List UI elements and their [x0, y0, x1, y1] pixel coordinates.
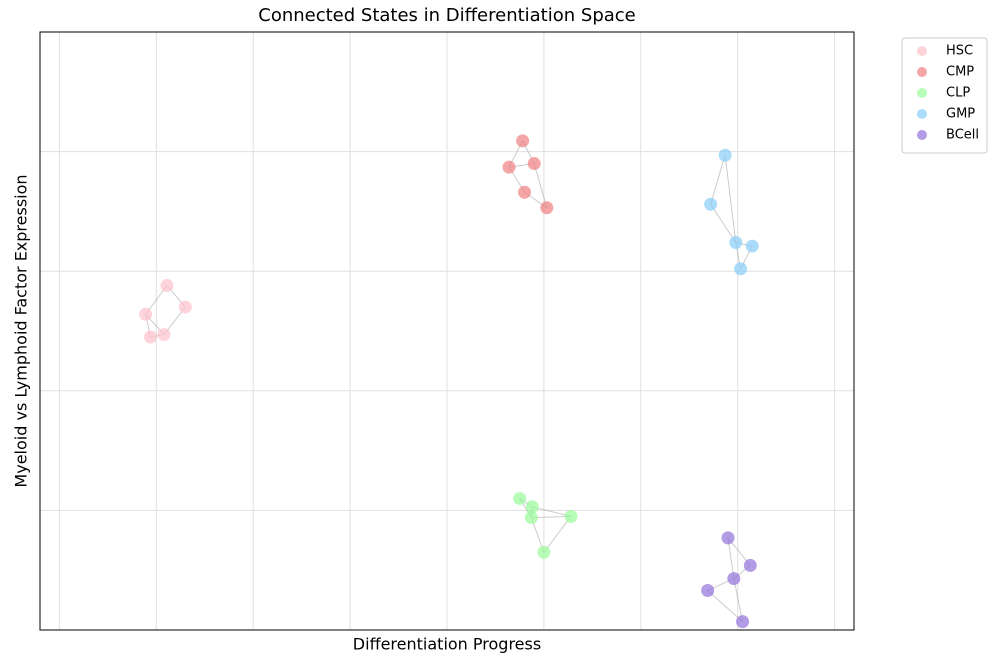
legend-label: BCell: [946, 128, 979, 143]
connection: [532, 506, 572, 517]
point: [729, 235, 743, 249]
point: [721, 531, 735, 545]
legend-label: HSC: [946, 44, 973, 59]
connection: [707, 590, 743, 623]
point: [143, 330, 157, 344]
connection: [727, 537, 735, 579]
point: [701, 584, 715, 598]
point: [743, 558, 757, 572]
point: [734, 262, 748, 276]
chart-title: Connected States in Differentiation Spac…: [258, 5, 636, 26]
y-axis-label: Myeloid vs Lymphoid Factor Expression: [12, 174, 31, 487]
connection: [710, 203, 737, 243]
connection: [733, 578, 744, 622]
point: [139, 307, 153, 321]
point: [736, 615, 750, 629]
x-axis-label: Differentiation Progress: [353, 635, 541, 654]
point: [704, 197, 718, 211]
connection: [531, 515, 572, 519]
connection: [533, 163, 548, 208]
point: [160, 279, 174, 293]
legend-label: GMP: [946, 107, 975, 122]
point: [745, 239, 759, 253]
legend-marker: [917, 109, 927, 119]
point: [525, 500, 539, 514]
point: [727, 572, 741, 586]
point: [527, 157, 541, 171]
connection: [724, 155, 737, 243]
connection: [543, 516, 572, 553]
point: [178, 300, 192, 314]
legend-marker: [917, 67, 927, 77]
point: [718, 148, 732, 162]
legend-marker: [917, 88, 927, 98]
points: [139, 134, 759, 629]
point: [518, 185, 532, 199]
legend-marker: [917, 46, 927, 56]
point: [524, 511, 538, 525]
legend-box: [901, 37, 988, 154]
plot-frame: [39, 31, 855, 631]
point: [513, 491, 527, 505]
point: [537, 545, 551, 559]
point: [157, 328, 171, 342]
connection: [710, 155, 726, 205]
legend-label: CMP: [946, 65, 974, 80]
point: [516, 134, 530, 148]
point: [564, 509, 578, 523]
point: [540, 201, 554, 215]
legend-marker: [917, 130, 927, 140]
legend-label: CLP: [946, 86, 970, 101]
legend: HSC CMP CLP GMP BCell: [901, 37, 988, 154]
point: [502, 160, 516, 174]
